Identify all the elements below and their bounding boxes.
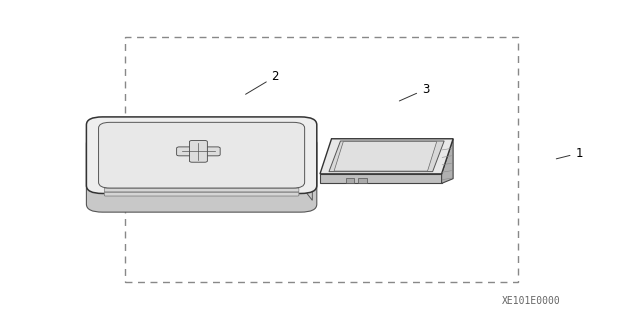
Polygon shape	[329, 141, 444, 172]
Polygon shape	[320, 139, 453, 174]
Polygon shape	[301, 125, 312, 200]
FancyBboxPatch shape	[177, 147, 220, 156]
Text: XE101E0000: XE101E0000	[502, 296, 561, 307]
FancyBboxPatch shape	[104, 192, 299, 196]
Text: 3: 3	[399, 83, 429, 101]
Bar	[358, 178, 367, 183]
Text: 1: 1	[556, 147, 583, 160]
Bar	[125, 37, 518, 282]
FancyBboxPatch shape	[86, 117, 317, 193]
Polygon shape	[334, 142, 436, 171]
Polygon shape	[442, 139, 453, 183]
FancyBboxPatch shape	[86, 136, 317, 212]
FancyBboxPatch shape	[99, 122, 305, 188]
FancyBboxPatch shape	[104, 188, 299, 192]
Text: 2: 2	[246, 70, 279, 94]
Polygon shape	[320, 174, 442, 183]
Bar	[346, 178, 354, 183]
FancyBboxPatch shape	[189, 141, 207, 162]
